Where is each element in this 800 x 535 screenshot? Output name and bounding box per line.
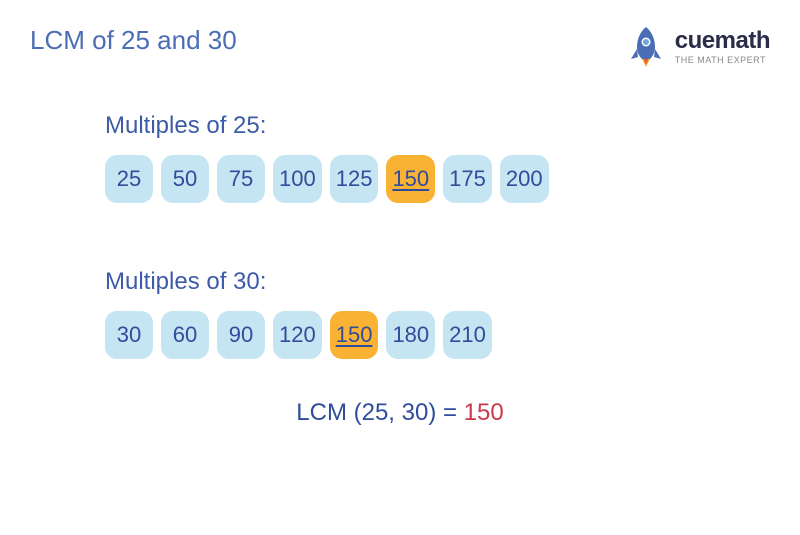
multiple-chip: 200	[500, 155, 549, 203]
logo-sub: THE MATH EXPERT	[675, 55, 770, 65]
result: LCM (25, 30) = 150	[30, 399, 770, 427]
multiple-chip: 125	[330, 155, 379, 203]
multiple-chip: 180	[386, 311, 435, 359]
multiples-row-25: 255075100125150175200	[105, 155, 770, 203]
multiple-chip: 60	[161, 311, 209, 359]
multiple-chip: 210	[443, 311, 492, 359]
result-value: 150	[464, 399, 504, 426]
multiple-chip: 100	[273, 155, 322, 203]
page-title: LCM of 25 and 30	[30, 25, 237, 56]
multiple-chip: 175	[443, 155, 492, 203]
section-label-30: Multiples of 30:	[105, 268, 770, 296]
multiple-chip: 120	[273, 311, 322, 359]
multiple-chip-highlight: 150	[330, 311, 379, 359]
result-prefix: LCM (25, 30) =	[296, 399, 463, 426]
section-label-25: Multiples of 25:	[105, 112, 770, 140]
multiple-chip: 90	[217, 311, 265, 359]
multiple-chip: 30	[105, 311, 153, 359]
logo-text: cuemath THE MATH EXPERT	[675, 27, 770, 65]
logo: cuemath THE MATH EXPERT	[625, 25, 770, 67]
section-multiples-25: Multiples of 25: 255075100125150175200	[105, 112, 770, 203]
section-multiples-30: Multiples of 30: 306090120150180210	[105, 268, 770, 359]
multiple-chip-highlight: 150	[386, 155, 435, 203]
multiples-row-30: 306090120150180210	[105, 311, 770, 359]
multiple-chip: 75	[217, 155, 265, 203]
header: LCM of 25 and 30 cuemath THE MATH EXPERT	[30, 25, 770, 67]
multiple-chip: 50	[161, 155, 209, 203]
logo-main: cuemath	[675, 27, 770, 55]
multiple-chip: 25	[105, 155, 153, 203]
rocket-icon	[625, 25, 667, 67]
